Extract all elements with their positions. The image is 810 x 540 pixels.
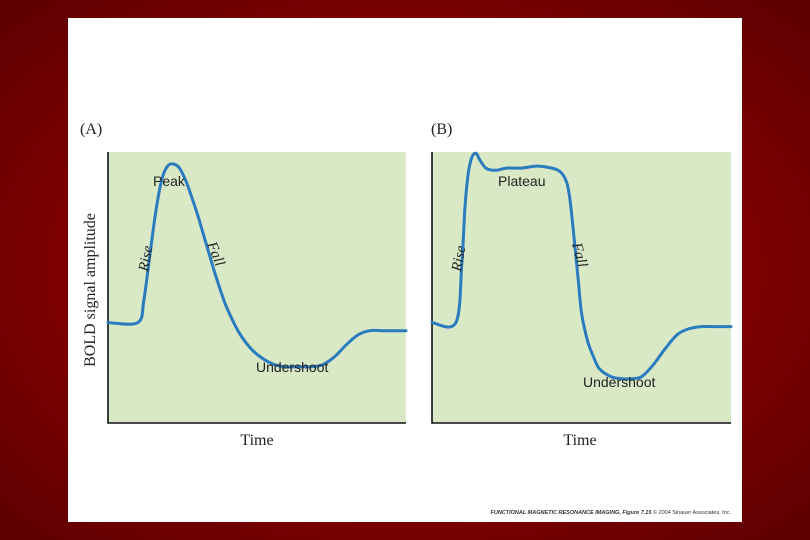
bold-response-figure: (A) Peak Rise Fall Undershoot Time BOLD …	[80, 121, 733, 516]
panel-b-label: (B)	[431, 121, 452, 138]
panel-a-rise-label: Rise	[136, 244, 156, 274]
panel-a-x-axis-label: Time	[240, 432, 273, 449]
figure-credit-rest: © 2004 Sinauer Associates, Inc.	[651, 509, 731, 516]
panel-a-axes	[107, 152, 406, 424]
panel-a-y-axis-label: BOLD signal amplitude	[82, 213, 99, 367]
panel-a-label: (A)	[80, 121, 102, 138]
panel-a-plot-area	[108, 152, 406, 423]
slide-canvas: (A) Peak Rise Fall Undershoot Time BOLD …	[68, 18, 742, 522]
panel-b-undershoot-label: Undershoot	[583, 374, 655, 390]
figure-credit: FUNCTIONAL MAGNETIC RESONANCE IMAGING, F…	[490, 509, 731, 516]
panel-a-hemodynamic-curve	[106, 162, 408, 369]
panel-b-axes	[431, 152, 731, 424]
panel-b-plateau-label: Plateau	[498, 173, 545, 189]
panel-b-hemodynamic-curve	[430, 151, 733, 381]
panel-b-rise-label: Rise	[449, 244, 469, 274]
panel-b-x-axis-label: Time	[563, 432, 596, 449]
panel-b-fall-label: Fall	[568, 240, 590, 269]
panel-a-undershoot-label: Undershoot	[256, 359, 328, 375]
panel-a-peak-label: Peak	[153, 173, 186, 189]
figure-credit-title: FUNCTIONAL MAGNETIC RESONANCE IMAGING, F…	[490, 510, 652, 516]
panel-b-plot-area	[432, 152, 731, 423]
